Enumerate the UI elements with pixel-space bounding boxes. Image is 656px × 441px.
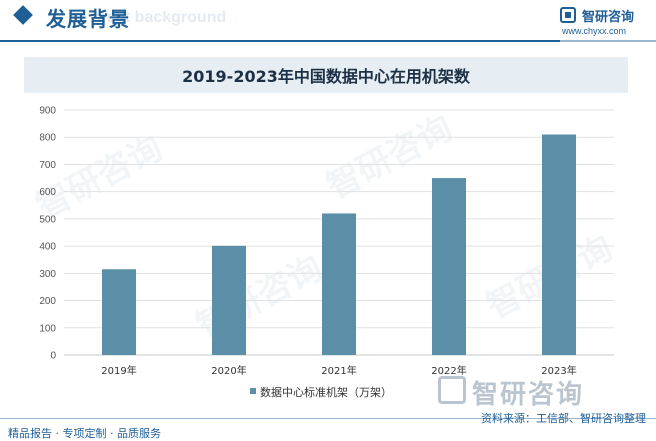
x-tick-label: 2023年 <box>541 364 576 377</box>
x-tick-label: 2019年 <box>101 364 136 377</box>
chart-title-band: 2019-2023年中国数据中心在用机架数 <box>24 57 628 93</box>
brand-url: www.chyxx.com <box>562 26 627 36</box>
bar <box>322 213 356 355</box>
header-title: 发展背景 <box>46 7 130 31</box>
page-header: ment background 发展背景 智研咨询 www.chyxx.com <box>0 0 656 48</box>
x-tick-label: 2022年 <box>431 364 466 377</box>
bar <box>212 245 246 355</box>
legend-swatch <box>250 388 256 394</box>
brand-name: 智研咨询 <box>582 10 635 25</box>
bar <box>102 269 136 355</box>
brand: 智研咨询 www.chyxx.com <box>560 6 652 38</box>
x-tick-label: 2020年 <box>211 364 246 377</box>
y-tick-label: 300 <box>39 269 56 280</box>
y-tick-label: 200 <box>39 296 56 307</box>
y-tick-label: 600 <box>39 187 56 198</box>
watermark-brand: 智研咨询 <box>472 380 585 410</box>
y-tick-label: 400 <box>39 242 56 253</box>
header-divider <box>0 40 560 42</box>
y-tick-label: 700 <box>39 160 56 171</box>
header-subtitle: ment background <box>92 9 227 26</box>
bar <box>432 178 466 355</box>
y-tick-label: 500 <box>39 214 56 225</box>
chart-title: 2019-2023年中国数据中心在用机架数 <box>182 67 470 86</box>
y-tick-label: 100 <box>39 323 56 334</box>
legend-label: 数据中心标准机架（万架） <box>260 385 392 399</box>
header-divider-light <box>560 40 656 42</box>
y-tick-label: 0 <box>50 351 56 362</box>
footer-divider <box>0 418 656 419</box>
x-tick-label: 2021年 <box>321 364 356 377</box>
bar <box>542 134 576 355</box>
brand-logo-icon <box>560 7 576 23</box>
footer-source: 资料来源：工信部、智研咨询整理 <box>481 412 646 425</box>
y-tick-label: 800 <box>39 133 56 144</box>
y-tick-label: 900 <box>39 106 56 117</box>
watermark-logo-icon <box>438 376 466 404</box>
footer-tagline: 精品报告 · 专项定制 · 品质服务 <box>8 427 161 440</box>
